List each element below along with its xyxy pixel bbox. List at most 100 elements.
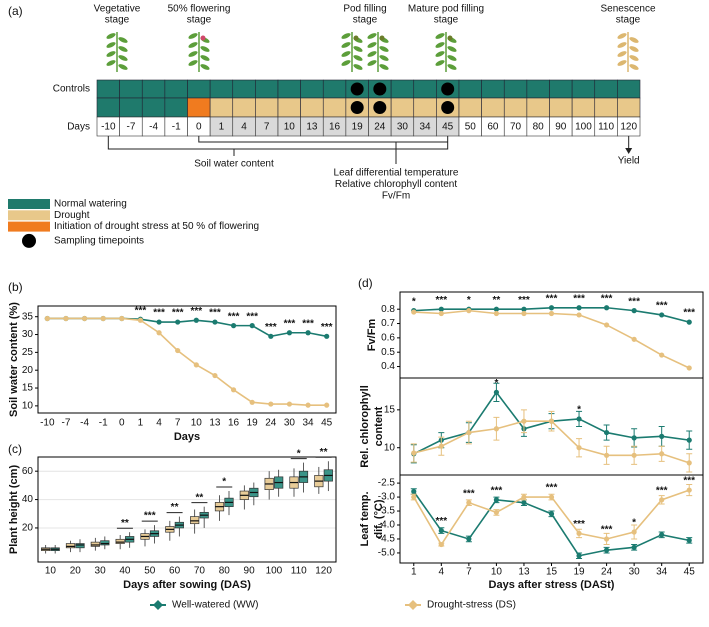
x-tick-label: 45 (321, 418, 333, 429)
y-tick-label: -2.5 (378, 478, 396, 489)
x-tick-label: 0 (119, 418, 125, 429)
control-cell (96, 79, 120, 99)
point (576, 305, 582, 311)
x-tick-label: 10 (191, 418, 203, 429)
plant-leaf (188, 33, 198, 39)
significance: *** (518, 295, 530, 306)
point (268, 401, 274, 407)
plant-leaf (341, 51, 351, 57)
point (548, 511, 555, 517)
day-label: 10 (284, 122, 296, 133)
plant-leaf (367, 60, 377, 66)
treatment-cell (526, 97, 550, 118)
panel-label: (a) (8, 4, 23, 18)
legend-swatch (8, 221, 50, 232)
x-tick-label: 34 (303, 418, 315, 429)
point (548, 494, 555, 500)
plant-leaf (617, 42, 627, 48)
x-tick-label: 80 (219, 566, 231, 577)
y-tick-label: 0.7 (381, 318, 395, 329)
significance: *** (153, 308, 165, 319)
point (659, 352, 665, 358)
box (100, 540, 110, 546)
treatment-cell (300, 97, 324, 118)
significance: *** (656, 301, 668, 312)
sampling-dot (373, 82, 387, 96)
point (230, 323, 237, 329)
control-cell (300, 79, 324, 99)
point (100, 315, 106, 322)
point (175, 347, 181, 354)
point (659, 497, 665, 503)
control-cell (526, 79, 550, 99)
treatment-cell (503, 97, 528, 118)
y-tick-label: 15 (384, 404, 396, 415)
significance: ** (121, 518, 129, 529)
point (521, 418, 527, 424)
plant-leaf (617, 33, 627, 39)
x-tick-label: 20 (70, 566, 82, 577)
control-cell (277, 79, 301, 99)
day-label: 45 (442, 122, 454, 133)
y-tick-label: 30 (22, 329, 34, 340)
point (548, 305, 555, 311)
significance: *** (546, 483, 558, 494)
point (686, 319, 692, 325)
point (603, 536, 610, 542)
legend-swatch (8, 210, 50, 221)
plant-leaf (447, 55, 457, 61)
plant-leaf (188, 51, 198, 57)
x-tick-label: 30 (95, 566, 107, 577)
plant-leaf (435, 42, 445, 48)
point (631, 308, 637, 314)
y-tick-label: -5.0 (378, 548, 396, 559)
x-tick-label: 110 (291, 566, 307, 577)
day-label: -7 (126, 122, 135, 133)
y-axis-label: dif. (°C) (373, 499, 385, 539)
stage-label: Pod filling (343, 4, 386, 15)
point (466, 536, 472, 542)
significance: *** (463, 488, 475, 499)
bracket (107, 136, 449, 156)
x-tick-label: 7 (466, 567, 472, 578)
point (411, 494, 417, 500)
significance: *** (209, 308, 221, 319)
point (193, 362, 199, 368)
stage-label: stage (434, 15, 459, 26)
day-label: 90 (555, 122, 567, 133)
treatment-cell (571, 97, 596, 118)
point (493, 306, 500, 312)
plant-leaf (629, 37, 639, 43)
x-tick-label: 7 (175, 418, 181, 429)
point (686, 487, 692, 493)
box (115, 538, 125, 544)
point (286, 401, 293, 407)
plant-leaf (617, 51, 627, 57)
row-label: Days (67, 122, 90, 133)
significance: * (297, 448, 301, 459)
point (493, 426, 500, 432)
yield-label: Yield (618, 156, 640, 167)
plant-leaf (106, 42, 116, 48)
significance: *** (302, 318, 314, 329)
plant-leaf (106, 51, 116, 57)
significance: ** (171, 502, 179, 513)
legend-label: Drought-stress (DS) (427, 600, 516, 611)
day-label: 80 (533, 122, 545, 133)
y-tick-label: -3.5 (378, 506, 396, 517)
x-tick-label: 24 (265, 418, 277, 429)
plant-leaf (200, 55, 210, 61)
significance: *** (284, 318, 296, 329)
point (659, 451, 665, 457)
plant-leaf (188, 60, 198, 66)
y-axis-label: Fv/Fm (366, 319, 378, 352)
stage-label: 50% flowering (168, 4, 231, 15)
treatment-cell (594, 97, 618, 118)
plant-leaf (629, 46, 639, 52)
x-tick-label: 4 (156, 418, 162, 429)
significance: ** (493, 295, 501, 306)
panel-label: (d) (358, 276, 373, 290)
legend-label: Normal watering (54, 199, 127, 210)
y-tick-label: 0.6 (381, 333, 395, 344)
point (576, 530, 582, 536)
